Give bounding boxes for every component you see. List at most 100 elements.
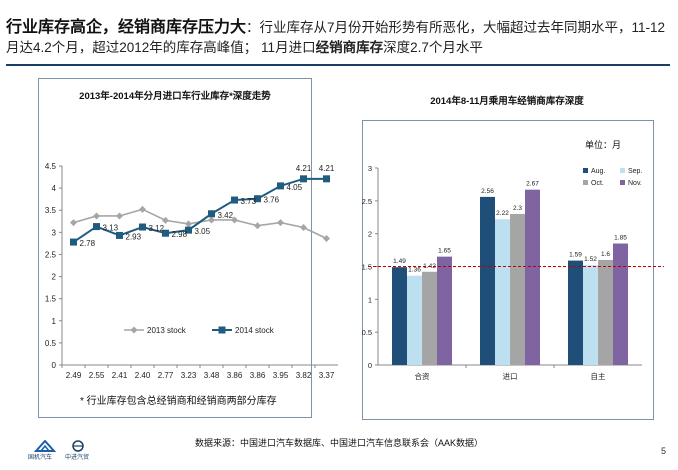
line-chart-y-tick-label: 4 [52,184,57,193]
line-chart-point-2013 [277,219,284,227]
bar-chart-bar [598,259,613,365]
bar-chart-unit-label: 单位：月 [585,140,622,150]
line-chart-point-2013 [254,222,261,230]
bar-chart-legend-swatch [583,168,588,173]
line-chart-x-tick-label: 2.55 [89,371,105,380]
line-chart-data-label: 4.05 [287,183,303,192]
bar-chart-data-label: 1.85 [614,235,627,242]
line-chart-panel [38,78,312,418]
bar-chart-title: 2014年8-11月乘用车经销商库存深度 [430,96,584,107]
bar-chart-data-label: 2.3 [513,205,522,212]
line-chart-point-2014 [70,238,77,246]
line-chart-x-tick-label: 2.40 [135,371,151,380]
headline-colon: ： [246,20,260,35]
line-chart-point-2013 [139,205,146,213]
line-chart-x-tick-label: 3.23 [181,371,197,380]
footnote: * 行业库存包含总经销商和经销商两部分库存 [80,396,277,407]
logo-text-sinomach: 国机汽车 [28,455,53,461]
line-chart-y-tick-label: 3.5 [45,206,57,215]
line-chart-point-2014 [139,223,146,231]
logo-text-cniec: 中进汽贸 [65,455,90,461]
line-chart-data-label: 3.76 [264,196,280,205]
bar-chart-data-label: 1.59 [569,252,582,259]
line-chart-y-tick-label: 1 [52,317,57,326]
line-chart-point-2014 [300,175,307,183]
bar-chart-y-tick-label: 1.5 [362,263,372,272]
line-chart-point-2013 [300,223,307,231]
bar-chart-y-tick-label: 2.5 [362,197,372,206]
legend-marker-2014 [218,326,226,334]
line-chart-data-label: 2.98 [172,230,188,239]
cniec-logo-icon [72,440,84,452]
page-number: 5 [660,446,666,456]
bar-chart-data-label: 1.36 [408,267,421,274]
line-chart-series-line [72,177,327,243]
headline-divider [6,64,670,66]
line-chart-x-tick-label: 3.86 [250,371,266,380]
bar-chart-data-label: 1.6 [601,251,610,258]
bar-chart-legend-swatch [583,180,588,185]
line-chart-point-2013 [208,216,215,224]
line-chart-data-label: 2.93 [126,232,142,241]
line-chart-data-label: 3.13 [103,224,119,233]
bar-chart-data-label: 2.67 [526,181,539,188]
line-chart-point-2014 [162,229,169,237]
legend-marker-2013 [130,326,138,334]
line-chart-x-tick-label: 3.86 [227,371,243,380]
line-chart-x-tick-label: 3.48 [204,371,220,380]
line-chart-point-2013 [70,219,77,227]
bar-chart-bar [392,267,407,365]
line-chart-y-tick-label: 0 [52,361,57,370]
line-chart-title: 2013年-2014年分月进口车行业库存*深度走势 [79,91,271,102]
line-chart-point-2013 [231,216,238,224]
bar-chart-y-tick-label: 0 [368,361,372,370]
line-chart-point-2014 [231,196,238,204]
line-chart-y-tick-label: 0.5 [45,339,57,348]
bar-chart-data-label: 1.49 [393,258,406,265]
headline-bold-phrase: 经销商库存 [315,40,384,55]
line-chart-y-tick-label: 1.5 [45,295,57,304]
legend-label-2013: 2013 stock [147,326,187,335]
bar-chart-legend-swatch [620,168,625,173]
bar-chart-legend-label: Nov. [628,180,642,187]
bar-chart-legend-label: Oct. [591,180,604,187]
line-chart-point-2013 [93,212,100,220]
line-chart-data-label: 2.78 [80,239,96,248]
bar-chart-x-tick-label: 进口 [503,372,518,381]
line-chart-point-2014 [254,195,261,203]
bar-chart-data-label: 2.56 [481,188,494,195]
headline-text-1: 行业库存从7月份开始形势有所恶化，大幅超过去年同期水平，11-12月达4.2个月… [6,20,666,55]
line-chart-y-tick-label: 2 [52,273,57,282]
bar-chart-bar [583,265,598,365]
line-chart-x-tick-label: 2.49 [66,371,82,380]
line-chart-x-tick-label: 2.77 [158,371,174,380]
bar-chart-y-tick-label: 0.5 [362,328,372,337]
line-chart-point-2013 [185,220,192,228]
line-chart-point-2013 [116,212,123,220]
bar-chart-y-tick-label: 1 [368,295,372,304]
line-chart-data-label: 3.05 [195,227,211,236]
line-chart-point-2013 [162,216,169,224]
line-chart-x-tick-label: 3.82 [296,371,312,380]
line-chart-y-tick-label: 4.5 [45,162,57,171]
bar-chart-bar [495,219,510,365]
bar-chart-legend-label: Sep. [628,168,642,175]
bar-chart-bar [525,189,540,365]
bar-chart-bar [437,256,452,365]
headline: 行业库存高企，经销商库存压力大：行业库存从7月份开始形势有所恶化，大幅超过去年同… [6,18,670,58]
line-chart-x-tick-label: 2.41 [112,371,128,380]
bar-chart-bar [407,275,422,365]
bar-chart-bar [613,243,628,365]
bar-chart-bar [568,260,583,365]
line-chart-x-tick-label: 3.37 [319,371,335,380]
line-chart-y-tick-label: 2.5 [45,250,57,259]
line-chart-data-label: 3.12 [149,224,165,233]
bar-chart-bar [510,213,525,365]
bar-chart-x-tick-label: 合资 [415,371,430,381]
legend-label-2014: 2014 stock [235,326,275,335]
headline-title: 行业库存高企，经销商库存压力大 [6,19,247,36]
bar-chart-y-tick-label: 3 [368,164,372,173]
